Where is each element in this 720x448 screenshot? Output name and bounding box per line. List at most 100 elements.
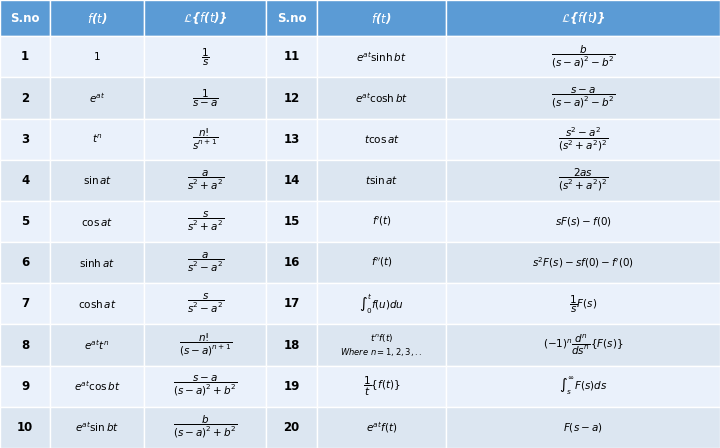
Text: $f'(t)$: $f'(t)$ [372, 215, 392, 228]
FancyBboxPatch shape [317, 283, 446, 324]
Text: 19: 19 [284, 380, 300, 393]
FancyBboxPatch shape [446, 78, 720, 119]
Text: $Where\ n=1,2,3,..$: $Where\ n=1,2,3,..$ [341, 346, 423, 358]
FancyBboxPatch shape [446, 160, 720, 201]
FancyBboxPatch shape [0, 160, 50, 201]
Text: $F(s-a)$: $F(s-a)$ [563, 421, 603, 434]
FancyBboxPatch shape [266, 0, 317, 36]
FancyBboxPatch shape [317, 201, 446, 242]
Text: 17: 17 [284, 297, 300, 310]
FancyBboxPatch shape [144, 407, 266, 448]
Text: $\dfrac{s-a}{(s-a)^2+b^2}$: $\dfrac{s-a}{(s-a)^2+b^2}$ [173, 374, 238, 398]
FancyBboxPatch shape [317, 160, 446, 201]
Text: $e^{at}t^n$: $e^{at}t^n$ [84, 338, 110, 352]
FancyBboxPatch shape [317, 0, 446, 36]
Text: $t^n$: $t^n$ [91, 133, 103, 146]
Text: $\cosh at$: $\cosh at$ [78, 298, 117, 310]
Text: $\mathcal{L}${$\it{f}$($\it{t}$)}: $\mathcal{L}${$\it{f}$($\it{t}$)} [561, 10, 606, 26]
Text: 9: 9 [21, 380, 30, 393]
Text: 13: 13 [284, 133, 300, 146]
Text: $\dfrac{n!}{(s-a)^{n+1}}$: $\dfrac{n!}{(s-a)^{n+1}}$ [179, 332, 232, 358]
Text: $e^{at}\cosh bt$: $e^{at}\cosh bt$ [355, 91, 408, 105]
Text: 8: 8 [21, 339, 30, 352]
FancyBboxPatch shape [266, 160, 317, 201]
FancyBboxPatch shape [50, 242, 144, 283]
FancyBboxPatch shape [0, 324, 50, 366]
FancyBboxPatch shape [317, 36, 446, 78]
Text: 7: 7 [21, 297, 30, 310]
FancyBboxPatch shape [446, 242, 720, 283]
FancyBboxPatch shape [0, 366, 50, 407]
FancyBboxPatch shape [50, 366, 144, 407]
Text: 11: 11 [284, 51, 300, 64]
FancyBboxPatch shape [446, 201, 720, 242]
FancyBboxPatch shape [446, 0, 720, 36]
FancyBboxPatch shape [50, 160, 144, 201]
FancyBboxPatch shape [144, 242, 266, 283]
FancyBboxPatch shape [446, 283, 720, 324]
FancyBboxPatch shape [144, 366, 266, 407]
Text: 18: 18 [284, 339, 300, 352]
FancyBboxPatch shape [50, 36, 144, 78]
Text: $f''(t)$: $f''(t)$ [371, 256, 392, 269]
Text: 16: 16 [284, 256, 300, 269]
FancyBboxPatch shape [266, 366, 317, 407]
Text: $s^2F(s)-sf(0)-f'(0)$: $s^2F(s)-sf(0)-f'(0)$ [532, 255, 634, 270]
Text: $\mathcal{L}${$\it{f}$($\it{t}$)}: $\mathcal{L}${$\it{f}$($\it{t}$)} [183, 10, 228, 26]
Text: 3: 3 [21, 133, 30, 146]
Text: $\dfrac{2as}{(s^2+a^2)^2}$: $\dfrac{2as}{(s^2+a^2)^2}$ [558, 168, 608, 194]
FancyBboxPatch shape [446, 324, 720, 366]
FancyBboxPatch shape [50, 78, 144, 119]
FancyBboxPatch shape [0, 36, 50, 78]
Text: $\dfrac{b}{(s-a)^2-b^2}$: $\dfrac{b}{(s-a)^2-b^2}$ [551, 44, 616, 70]
Text: S.no: S.no [277, 12, 306, 25]
FancyBboxPatch shape [144, 201, 266, 242]
FancyBboxPatch shape [446, 366, 720, 407]
Text: $e^{at}\sinh bt$: $e^{at}\sinh bt$ [356, 50, 407, 64]
FancyBboxPatch shape [50, 0, 144, 36]
Text: 4: 4 [21, 174, 30, 187]
Text: $\sin at$: $\sin at$ [83, 174, 112, 186]
Text: 14: 14 [284, 174, 300, 187]
Text: 15: 15 [284, 215, 300, 228]
FancyBboxPatch shape [144, 283, 266, 324]
FancyBboxPatch shape [446, 119, 720, 160]
Text: 1: 1 [21, 51, 30, 64]
Text: $\cos at$: $\cos at$ [81, 215, 113, 228]
FancyBboxPatch shape [317, 119, 446, 160]
Text: $\dfrac{a}{s^2+a^2}$: $\dfrac{a}{s^2+a^2}$ [186, 169, 224, 192]
FancyBboxPatch shape [266, 119, 317, 160]
Text: $t\sin at$: $t\sin at$ [365, 174, 398, 186]
Text: $\dfrac{b}{(s-a)^2+b^2}$: $\dfrac{b}{(s-a)^2+b^2}$ [173, 414, 238, 440]
FancyBboxPatch shape [317, 242, 446, 283]
FancyBboxPatch shape [266, 242, 317, 283]
FancyBboxPatch shape [50, 283, 144, 324]
Text: $e^{at}$: $e^{at}$ [89, 91, 105, 105]
Text: $\sinh at$: $\sinh at$ [79, 257, 115, 269]
Text: $\dfrac{1}{s-a}$: $\dfrac{1}{s-a}$ [192, 87, 218, 109]
FancyBboxPatch shape [0, 242, 50, 283]
FancyBboxPatch shape [0, 119, 50, 160]
FancyBboxPatch shape [50, 407, 144, 448]
Text: 20: 20 [284, 421, 300, 434]
Text: $sF(s)-f(0)$: $sF(s)-f(0)$ [554, 215, 612, 228]
Text: $e^{at}f(t)$: $e^{at}f(t)$ [366, 420, 397, 435]
FancyBboxPatch shape [446, 407, 720, 448]
Text: 2: 2 [21, 91, 30, 104]
Text: 12: 12 [284, 91, 300, 104]
Text: $\dfrac{s-a}{(s-a)^2-b^2}$: $\dfrac{s-a}{(s-a)^2-b^2}$ [551, 86, 616, 110]
FancyBboxPatch shape [266, 201, 317, 242]
Text: $\it{f}$($\it{t}$): $\it{f}$($\it{t}$) [372, 11, 392, 26]
FancyBboxPatch shape [50, 324, 144, 366]
FancyBboxPatch shape [266, 324, 317, 366]
Text: $e^{at}\cos bt$: $e^{at}\cos bt$ [74, 379, 120, 393]
FancyBboxPatch shape [144, 160, 266, 201]
FancyBboxPatch shape [266, 36, 317, 78]
Text: 6: 6 [21, 256, 30, 269]
FancyBboxPatch shape [266, 78, 317, 119]
FancyBboxPatch shape [317, 324, 446, 366]
Text: $(-1)^n\dfrac{d^n}{ds^n}\{F(s)\}$: $(-1)^n\dfrac{d^n}{ds^n}\{F(s)\}$ [543, 333, 624, 357]
Text: $\dfrac{1}{s}F(s)$: $\dfrac{1}{s}F(s)$ [569, 293, 598, 314]
FancyBboxPatch shape [0, 201, 50, 242]
Text: $\int_0^t f(u)du$: $\int_0^t f(u)du$ [359, 292, 404, 316]
